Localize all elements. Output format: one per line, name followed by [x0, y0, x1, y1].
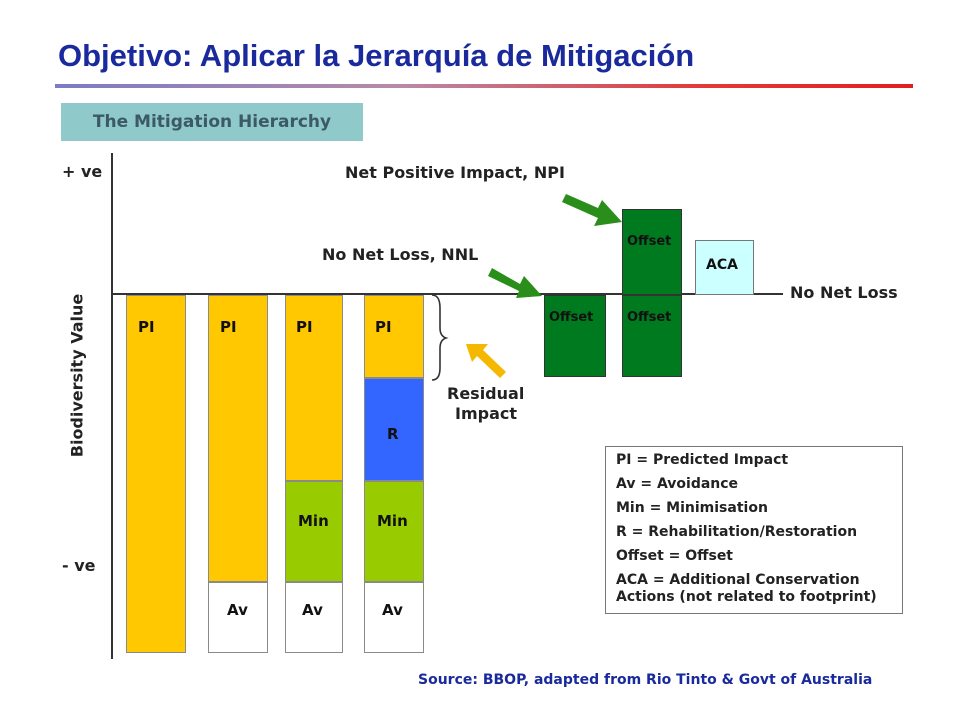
npi-offset-upper-label: Offset [627, 234, 672, 249]
bar-3-pi-label: PI [296, 318, 313, 336]
bar-4-min-label: Min [377, 512, 408, 530]
bar-4-r-label: R [387, 425, 399, 443]
residual-brace [431, 294, 449, 381]
bar-4-av-label: Av [382, 601, 403, 619]
residual-annotation-line-2: Impact [455, 404, 518, 423]
baseline-label: No Net Loss [790, 283, 898, 302]
nnl-arrow-icon [488, 268, 542, 298]
bar-4-r-segment: R [364, 378, 424, 481]
y-axis-title: Biodiversity Value [67, 293, 87, 458]
bar-2-av-segment: Av [208, 582, 268, 653]
bar-4-av-segment: Av [364, 582, 424, 653]
bar-2-pi-segment: PI [208, 295, 268, 582]
bar-2-pi-label: PI [220, 318, 237, 336]
title-underline [55, 84, 913, 88]
bar-1-pi-label: PI [138, 318, 155, 336]
legend-item-av: Av = Avoidance [616, 476, 739, 492]
page-title: Objetivo: Aplicar la Jerarquía de Mitiga… [58, 38, 695, 73]
y-axis-plus-label: + ve [62, 162, 103, 181]
diagram-subtitle: The Mitigation Hierarchy [61, 103, 363, 141]
legend-item-offset: Offset = Offset [616, 548, 734, 564]
legend-item-aca-cont: Actions (not related to footprint) [616, 589, 877, 605]
bar-4-min-segment: Min [364, 481, 424, 582]
bar-3-min-label: Min [298, 512, 329, 530]
bar-4-pi-segment: PI [364, 295, 424, 378]
baseline-line [111, 293, 783, 295]
residual-arrow-icon [466, 344, 506, 378]
bar-3-pi-segment: PI [285, 295, 343, 481]
legend-item-min: Min = Minimisation [616, 500, 768, 516]
aca-block: ACA [695, 240, 754, 295]
aca-label: ACA [706, 257, 738, 273]
bar-1-pi-segment: PI [126, 295, 186, 653]
bar-3-av-segment: Av [285, 582, 343, 653]
npi-offset-upper-block: Offset [622, 209, 682, 295]
npi-annotation: Net Positive Impact, NPI [345, 163, 565, 182]
legend-box: PI = Predicted Impact Av = Avoidance Min… [605, 446, 903, 614]
legend-item-r: R = Rehabilitation/Restoration [616, 524, 858, 540]
legend-item-aca: ACA = Additional Conservation [616, 572, 860, 588]
legend-item-pi: PI = Predicted Impact [616, 452, 789, 468]
source-caption: Source: BBOP, adapted from Rio Tinto & G… [418, 672, 873, 688]
y-axis-line [111, 153, 113, 659]
nnl-offset-label: Offset [549, 310, 594, 325]
residual-annotation-line-1: Residual [447, 384, 525, 403]
npi-offset-lower-label: Offset [627, 310, 672, 325]
bar-4-pi-label: PI [375, 318, 392, 336]
y-axis-minus-label: - ve [62, 556, 96, 575]
npi-arrow-icon [562, 194, 622, 226]
nnl-annotation: No Net Loss, NNL [322, 245, 479, 264]
npi-offset-lower-block: Offset [622, 295, 682, 377]
bar-3-av-label: Av [302, 601, 323, 619]
bar-2-av-label: Av [227, 601, 248, 619]
bar-3-min-segment: Min [285, 481, 343, 582]
nnl-offset-block: Offset [544, 295, 606, 377]
